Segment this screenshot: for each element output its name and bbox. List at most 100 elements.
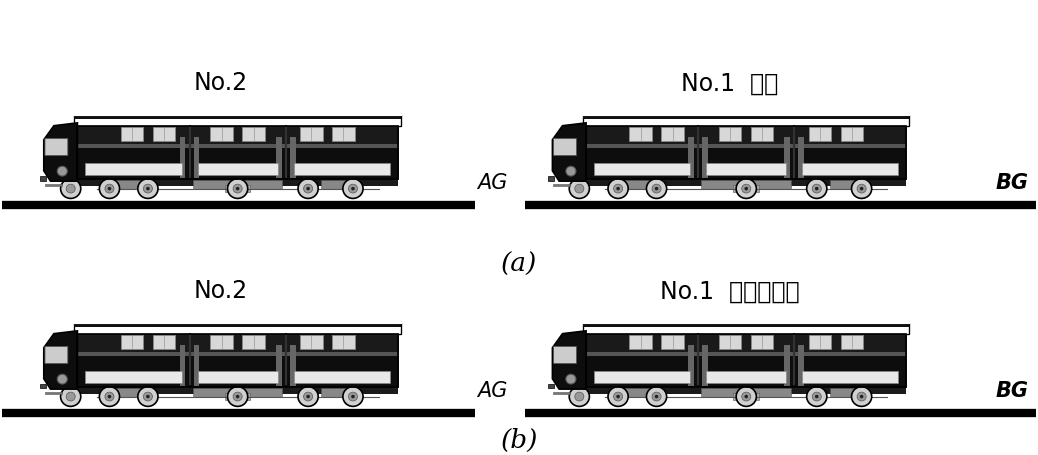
Circle shape bbox=[236, 395, 240, 398]
Bar bbox=[332, 335, 355, 349]
Bar bbox=[75, 323, 401, 334]
Circle shape bbox=[617, 187, 620, 190]
Bar bbox=[197, 371, 278, 383]
Bar bbox=[548, 384, 554, 389]
Bar bbox=[548, 176, 554, 181]
Bar bbox=[78, 126, 398, 146]
Bar bbox=[629, 127, 652, 141]
Circle shape bbox=[349, 184, 357, 193]
Text: No.2: No.2 bbox=[194, 71, 248, 96]
Bar bbox=[78, 144, 398, 147]
Circle shape bbox=[736, 387, 757, 406]
Polygon shape bbox=[44, 123, 78, 181]
Bar bbox=[294, 371, 390, 383]
Bar bbox=[85, 371, 182, 383]
Bar bbox=[78, 179, 398, 186]
Bar bbox=[290, 345, 296, 385]
Text: No.1  日检: No.1 日检 bbox=[681, 71, 778, 96]
Bar bbox=[116, 180, 155, 188]
Bar bbox=[583, 115, 909, 119]
Polygon shape bbox=[44, 331, 78, 389]
Bar bbox=[734, 393, 759, 400]
Bar bbox=[586, 334, 906, 387]
Bar bbox=[85, 163, 182, 175]
Bar bbox=[225, 393, 250, 400]
Circle shape bbox=[351, 187, 355, 190]
Circle shape bbox=[857, 392, 866, 401]
Circle shape bbox=[66, 184, 75, 193]
Bar bbox=[753, 388, 791, 396]
FancyBboxPatch shape bbox=[553, 346, 576, 364]
Bar bbox=[75, 115, 401, 119]
Circle shape bbox=[647, 387, 666, 406]
Bar bbox=[702, 180, 740, 188]
Circle shape bbox=[851, 387, 872, 406]
Text: BG: BG bbox=[995, 381, 1029, 401]
Circle shape bbox=[652, 184, 661, 193]
Bar bbox=[153, 127, 175, 141]
Circle shape bbox=[138, 179, 158, 198]
Circle shape bbox=[851, 179, 872, 198]
Circle shape bbox=[105, 392, 114, 401]
Circle shape bbox=[569, 179, 590, 198]
Circle shape bbox=[655, 187, 658, 190]
Bar bbox=[629, 335, 652, 349]
Bar bbox=[625, 180, 663, 188]
Circle shape bbox=[57, 374, 67, 384]
Bar bbox=[193, 180, 231, 188]
Bar bbox=[802, 371, 899, 383]
Bar bbox=[244, 180, 282, 188]
FancyBboxPatch shape bbox=[45, 138, 67, 156]
Circle shape bbox=[298, 179, 319, 198]
Bar bbox=[583, 115, 909, 126]
Circle shape bbox=[306, 187, 310, 190]
Circle shape bbox=[613, 392, 623, 401]
Circle shape bbox=[66, 392, 75, 401]
Circle shape bbox=[807, 179, 827, 198]
Bar bbox=[798, 345, 804, 385]
Circle shape bbox=[744, 395, 748, 398]
Polygon shape bbox=[552, 331, 586, 389]
Bar bbox=[294, 163, 390, 175]
Circle shape bbox=[815, 187, 819, 190]
Circle shape bbox=[227, 179, 248, 198]
Bar bbox=[706, 371, 787, 383]
Circle shape bbox=[100, 387, 119, 406]
Circle shape bbox=[138, 387, 158, 406]
Circle shape bbox=[736, 179, 757, 198]
Bar bbox=[583, 323, 909, 327]
Bar bbox=[586, 334, 906, 387]
Bar bbox=[116, 388, 155, 396]
Bar bbox=[586, 144, 906, 147]
Circle shape bbox=[617, 395, 620, 398]
Circle shape bbox=[349, 392, 357, 401]
Bar bbox=[39, 384, 46, 389]
Bar bbox=[734, 185, 759, 192]
Bar bbox=[276, 137, 281, 177]
Circle shape bbox=[655, 395, 658, 398]
Bar bbox=[243, 335, 265, 349]
Bar bbox=[586, 126, 906, 146]
Bar bbox=[78, 334, 398, 387]
Circle shape bbox=[234, 392, 242, 401]
Bar bbox=[688, 345, 694, 385]
Circle shape bbox=[227, 387, 248, 406]
Bar bbox=[841, 127, 864, 141]
Bar bbox=[586, 179, 906, 186]
Bar bbox=[75, 115, 401, 126]
Text: AG: AG bbox=[477, 381, 508, 401]
Circle shape bbox=[742, 184, 750, 193]
Circle shape bbox=[105, 184, 114, 193]
Circle shape bbox=[60, 179, 81, 198]
Bar bbox=[321, 388, 359, 396]
Circle shape bbox=[859, 395, 864, 398]
Text: AG: AG bbox=[477, 173, 508, 192]
Bar bbox=[752, 335, 773, 349]
Bar bbox=[661, 127, 684, 141]
Bar bbox=[702, 388, 740, 396]
Bar bbox=[753, 180, 791, 188]
Bar bbox=[194, 137, 199, 177]
Bar bbox=[243, 127, 265, 141]
Circle shape bbox=[298, 387, 319, 406]
Bar bbox=[841, 335, 864, 349]
